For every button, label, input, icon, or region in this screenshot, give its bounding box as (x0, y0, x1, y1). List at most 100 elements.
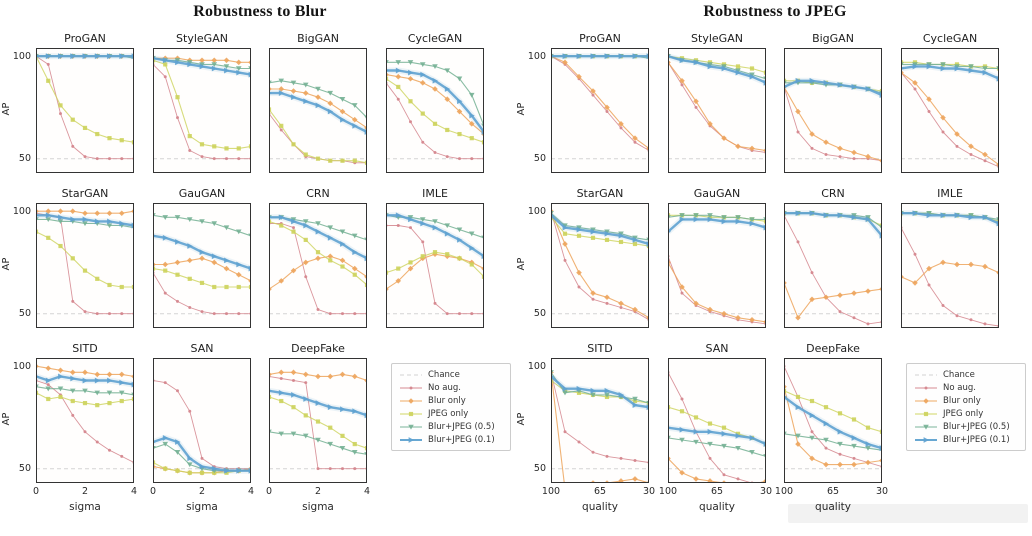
legend-label: Blur+JPEG (0.5) (428, 421, 495, 432)
series-jpeg_only (36, 390, 134, 408)
subplot-title-IMLE: IMLE (422, 187, 448, 200)
axes-box (386, 203, 484, 328)
subplot-SAN-blur (153, 358, 251, 483)
legend-box: Chance No aug. Blur only JPEG only Blur+JPEG… (906, 363, 1026, 451)
series-no_aug (784, 85, 882, 163)
subplot-title-StarGAN: StarGAN (576, 187, 624, 200)
legend-item-bj05: Blur+JPEG (0.5) (399, 421, 503, 432)
series-bj01 (269, 387, 367, 419)
series-no_aug (901, 226, 999, 328)
xtick-label: 30 (875, 486, 889, 497)
series-bj05 (269, 78, 367, 121)
series-no_aug (36, 54, 134, 161)
legend-label: JPEG only (428, 408, 469, 419)
subplot-title-SITD: SITD (72, 342, 98, 355)
series-bj01 (668, 53, 766, 86)
legend-swatch-blur_only (400, 397, 422, 404)
ytick-label: 50 (18, 308, 31, 320)
series-bj01 (784, 210, 882, 239)
series-bj01 (269, 90, 367, 135)
axes-box (784, 203, 882, 328)
legend-item-jpeg_only: JPEG only (399, 408, 503, 419)
subplot-title-StyleGAN: StyleGAN (691, 32, 743, 45)
subplot-title-CycleGAN: CycleGAN (407, 32, 463, 45)
subplot-title-SAN: SAN (190, 342, 214, 355)
series-blur_only (551, 53, 649, 152)
xtick-label: 4 (363, 486, 371, 497)
series-bj01 (551, 213, 649, 247)
series-bj01 (153, 55, 251, 78)
xtick-label: 100 (658, 486, 678, 497)
series-blur_only (269, 86, 367, 131)
series-no_aug (784, 213, 882, 326)
subplot-title-BigGAN: BigGAN (297, 32, 339, 45)
axes-box (36, 48, 134, 173)
series-no_aug (668, 254, 766, 326)
subplot-CRN-blur (269, 203, 367, 328)
series-no_aug (386, 224, 484, 316)
xtick-label: 0 (265, 486, 273, 497)
axes-box (153, 48, 251, 173)
axes-box (269, 48, 367, 173)
legend-label: No aug. (428, 382, 461, 393)
subplot-title-BigGAN: BigGAN (812, 32, 854, 45)
series-jpeg_only (153, 58, 251, 151)
axes-box (36, 203, 134, 328)
axes-box (784, 48, 882, 173)
series-blur_only (386, 251, 484, 292)
subplot-title-DeepFake: DeepFake (806, 342, 860, 355)
subplot-title-CRN: CRN (821, 187, 845, 200)
series-bj05 (153, 213, 251, 239)
legend-label: No aug. (943, 382, 976, 393)
axes-box (784, 358, 882, 483)
subplot-BigGAN-blur (269, 48, 367, 173)
series-bj01 (668, 216, 766, 234)
subplot-CRN-jpeg (784, 203, 882, 328)
subplot-IMLE-blur (386, 203, 484, 328)
legend-item-chance: Chance (399, 369, 503, 380)
series-blur_only (784, 84, 882, 164)
legend-label: Chance (428, 369, 460, 380)
subplot-title-SAN: SAN (705, 342, 729, 355)
y-axis-label: AP (516, 257, 527, 271)
subplot-StyleGAN-jpeg (668, 48, 766, 173)
subplot-BigGAN-jpeg (784, 48, 882, 173)
subplot-StarGAN-jpeg (551, 203, 649, 328)
series-bj01 (784, 77, 882, 99)
xtick-label: 30 (759, 486, 773, 497)
ytick-label: 50 (533, 463, 546, 475)
subplot-title-StyleGAN: StyleGAN (176, 32, 228, 45)
subplot-DeepFake-jpeg (784, 358, 882, 483)
series-bj01 (36, 212, 134, 229)
legend-swatch-blur_only (915, 397, 937, 404)
subplot-CycleGAN-blur (386, 48, 484, 173)
legend-label: JPEG only (943, 408, 984, 419)
xtick-label: 100 (774, 486, 794, 497)
legend-item-chance: Chance (914, 369, 1018, 380)
subplot-ProGAN-blur (36, 48, 134, 173)
legend-swatch-jpeg_only (400, 411, 422, 416)
watermark (788, 504, 1028, 523)
legend-item-no_aug: No aug. (914, 382, 1018, 393)
axes-box (269, 203, 367, 328)
ytick-label: 100 (527, 50, 546, 62)
subplot-IMLE-jpeg (901, 203, 999, 328)
series-no_aug (784, 364, 882, 469)
xtick-label: 0 (32, 486, 40, 497)
axes-box (668, 48, 766, 173)
xtick-label: 65 (710, 486, 724, 497)
legend-label: Blur only (428, 395, 466, 406)
series-bj01 (153, 434, 251, 474)
subplot-SAN-jpeg (668, 358, 766, 483)
subplot-StyleGAN-blur (153, 48, 251, 173)
subplot-GauGAN-blur (153, 203, 251, 328)
series-jpeg_only (36, 54, 134, 145)
axes-box (386, 48, 484, 173)
ytick-label: 50 (18, 153, 31, 165)
series-bj05 (386, 60, 484, 129)
y-axis-label: AP (1, 102, 12, 116)
ytick-label: 100 (12, 360, 31, 372)
subplot-title-CRN: CRN (306, 187, 330, 200)
ytick-label: 50 (533, 308, 546, 320)
xtick-label: 65 (826, 486, 840, 497)
